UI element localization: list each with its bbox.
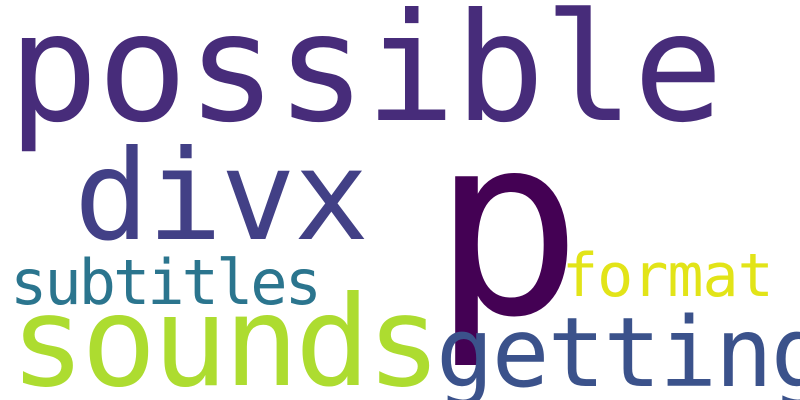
word-p: p (432, 81, 583, 372)
word-subtitles: subtitles (10, 246, 322, 319)
word-divx: divx (74, 124, 369, 269)
word-getting: getting (436, 297, 800, 400)
word-sounds: sounds (10, 270, 442, 400)
word-format: format (562, 241, 774, 311)
word-possible: possible (8, 0, 723, 156)
